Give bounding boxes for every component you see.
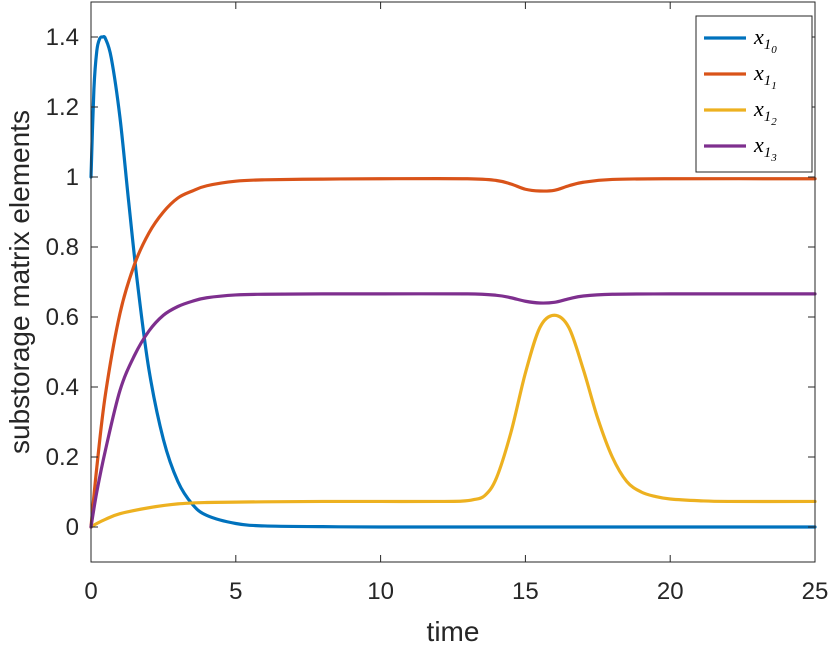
y-tick-label: 0.8 [46, 234, 79, 261]
x-tick-label: 20 [657, 578, 684, 605]
plot-area-background [91, 2, 815, 562]
x-axis-title: time [427, 616, 480, 645]
y-tick-label: 0.4 [46, 374, 79, 401]
y-axis-title: substorage matrix elements [4, 110, 35, 454]
y-tick-label: 1.2 [46, 94, 79, 121]
legend-label-0: x10 [753, 24, 777, 56]
legend-label-1: x11 [753, 60, 777, 92]
series-layer [89, 35, 817, 529]
y-tick-label: 0 [66, 514, 79, 541]
y-tick-label: 0.6 [46, 304, 79, 331]
axes-box [90, 1, 816, 563]
series-line-0 [89, 35, 817, 529]
ticks-layer: 0 5 10 15 20 25 0 0.2 0.4 0.6 0.8 1 1.2 1.4 [46, 2, 829, 605]
series-line-2 [89, 313, 817, 529]
y-tick-label: 0.2 [46, 444, 79, 471]
legend-label-2: x12 [753, 96, 777, 128]
series-line-1 [89, 177, 817, 529]
x-tick-label: 25 [802, 578, 829, 605]
x-tick-label: 15 [512, 578, 539, 605]
x-tick-label: 10 [367, 578, 394, 605]
legend: x10 x11 x12 x13 [695, 15, 813, 173]
axes-layer [90, 1, 816, 563]
x-tick-label: 0 [84, 578, 97, 605]
y-tick-label: 1.4 [46, 24, 79, 51]
y-tick-label: 1 [66, 164, 79, 191]
x-tick-label: 5 [229, 578, 242, 605]
series-line-3 [89, 292, 817, 529]
legend-label-3: x13 [753, 132, 777, 164]
